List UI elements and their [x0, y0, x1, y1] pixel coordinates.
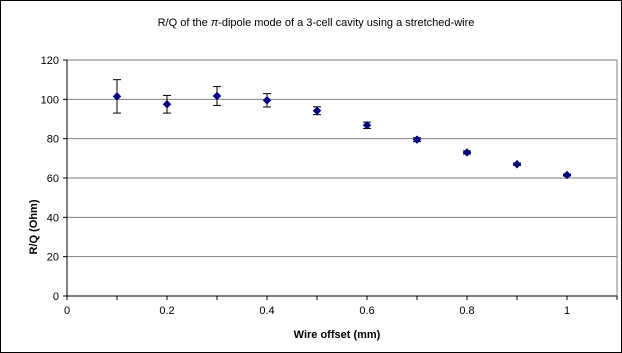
x-tick-label: 0.8	[459, 305, 474, 317]
title-part-1: R/Q of the	[158, 17, 211, 29]
y-tick-label: 0	[53, 291, 59, 303]
data-point-marker	[562, 170, 572, 180]
x-tick-label: 0.6	[359, 305, 374, 317]
data-point-marker	[312, 106, 322, 116]
axes	[63, 59, 618, 300]
data-points	[112, 91, 572, 180]
data-point-marker	[212, 91, 222, 101]
y-axis-title: R/Q (Ohm)	[28, 199, 40, 254]
x-tick-label: 0.2	[159, 305, 174, 317]
data-point-marker	[512, 159, 522, 169]
y-tick-label: 20	[47, 252, 59, 264]
x-axis-title: Wire offset (mm)	[294, 329, 381, 341]
y-tick-label: 100	[41, 94, 59, 106]
data-point-marker	[162, 99, 172, 109]
error-bars	[113, 79, 571, 177]
title-pi-symbol: π	[211, 17, 219, 29]
x-tick-label: 0	[64, 305, 70, 317]
tick-labels: 0 20 40 60 80 100 120 0 0.2 0.4 0.6 0.8 1	[41, 55, 570, 317]
title-part-3: -dipole mode of a 3-cell cavity using a …	[218, 17, 474, 29]
data-point-marker	[362, 120, 372, 130]
x-tick-label: 0.4	[259, 305, 274, 317]
data-point-marker	[462, 148, 472, 157]
y-tick-label: 60	[47, 173, 59, 185]
chart-title: R/Q of the π-dipole mode of a 3-cell cav…	[158, 17, 475, 29]
grid-lines	[67, 59, 617, 258]
y-tick-label: 80	[47, 134, 59, 146]
data-point-marker	[112, 92, 122, 101]
y-tick-label: 120	[41, 55, 59, 67]
y-tick-label: 40	[47, 212, 59, 224]
data-point-marker	[262, 95, 272, 105]
data-point-marker	[412, 135, 422, 145]
x-tick-label: 1	[564, 305, 570, 317]
